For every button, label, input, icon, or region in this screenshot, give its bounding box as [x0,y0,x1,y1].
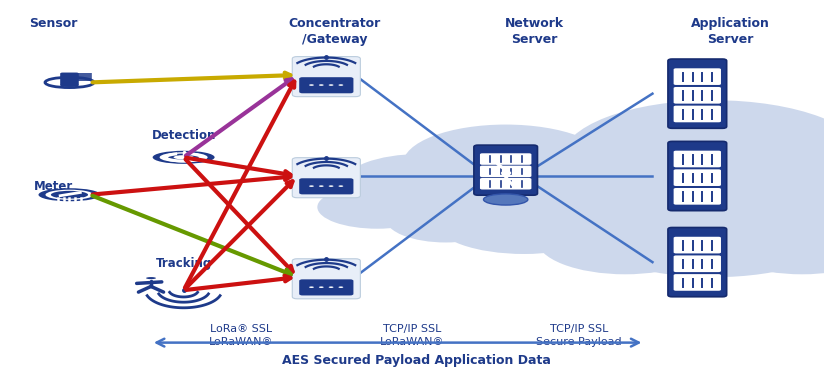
FancyBboxPatch shape [480,153,532,165]
Ellipse shape [60,83,79,87]
FancyBboxPatch shape [674,87,721,104]
FancyBboxPatch shape [674,169,721,186]
Ellipse shape [160,152,208,162]
Ellipse shape [483,194,527,205]
Ellipse shape [339,84,344,86]
FancyBboxPatch shape [480,166,532,177]
Ellipse shape [146,277,156,279]
Ellipse shape [329,84,334,86]
Ellipse shape [166,154,201,161]
Ellipse shape [309,84,314,86]
Ellipse shape [506,195,626,243]
Ellipse shape [317,186,437,229]
Text: Application
Server: Application Server [691,17,770,46]
Ellipse shape [329,286,334,288]
Ellipse shape [309,286,314,288]
Text: Concentrator
/Gateway: Concentrator /Gateway [289,17,380,46]
Ellipse shape [420,186,592,244]
Ellipse shape [587,190,832,277]
FancyBboxPatch shape [674,274,721,291]
Ellipse shape [436,190,612,254]
Ellipse shape [152,151,215,164]
Text: Meter: Meter [33,180,72,193]
Ellipse shape [343,154,498,213]
Text: Network
Server: Network Server [505,17,564,46]
Ellipse shape [562,100,832,216]
Ellipse shape [51,191,88,199]
FancyBboxPatch shape [480,178,532,189]
Text: TCP/IP SSL
LoRaWAN®: TCP/IP SSL LoRaWAN® [379,324,444,347]
Ellipse shape [537,205,714,274]
Ellipse shape [473,144,701,231]
Ellipse shape [329,185,334,187]
FancyBboxPatch shape [300,178,354,194]
FancyBboxPatch shape [60,73,79,86]
FancyBboxPatch shape [300,77,354,93]
FancyBboxPatch shape [292,57,360,97]
Ellipse shape [815,190,832,254]
FancyBboxPatch shape [292,259,360,299]
FancyBboxPatch shape [674,68,721,85]
FancyBboxPatch shape [668,59,726,128]
Text: Detection: Detection [151,129,215,142]
FancyBboxPatch shape [674,188,721,205]
Ellipse shape [714,205,832,274]
Ellipse shape [46,190,93,200]
Ellipse shape [38,188,101,201]
Ellipse shape [726,144,832,231]
Ellipse shape [319,185,324,187]
Ellipse shape [514,154,668,213]
Ellipse shape [319,286,324,288]
Text: Sensor: Sensor [29,17,77,30]
Ellipse shape [319,84,324,86]
FancyBboxPatch shape [674,151,721,167]
Text: Tracking: Tracking [156,257,212,270]
FancyBboxPatch shape [300,279,354,295]
FancyBboxPatch shape [668,141,726,210]
FancyBboxPatch shape [674,256,721,272]
FancyBboxPatch shape [668,228,726,297]
FancyBboxPatch shape [674,237,721,253]
Ellipse shape [403,125,608,203]
Ellipse shape [174,155,194,159]
FancyBboxPatch shape [674,106,721,122]
Text: LoRa® SSL
LoRaWAN®: LoRa® SSL LoRaWAN® [209,324,273,347]
FancyBboxPatch shape [292,158,360,198]
Ellipse shape [339,286,344,288]
Text: TCP/IP SSL
Secure Payload: TCP/IP SSL Secure Payload [537,324,622,347]
Text: AES Secured Payload Application Data: AES Secured Payload Application Data [281,354,551,367]
Ellipse shape [574,186,694,229]
Ellipse shape [339,185,344,187]
FancyBboxPatch shape [474,145,537,195]
Ellipse shape [386,195,506,243]
Ellipse shape [309,185,314,187]
